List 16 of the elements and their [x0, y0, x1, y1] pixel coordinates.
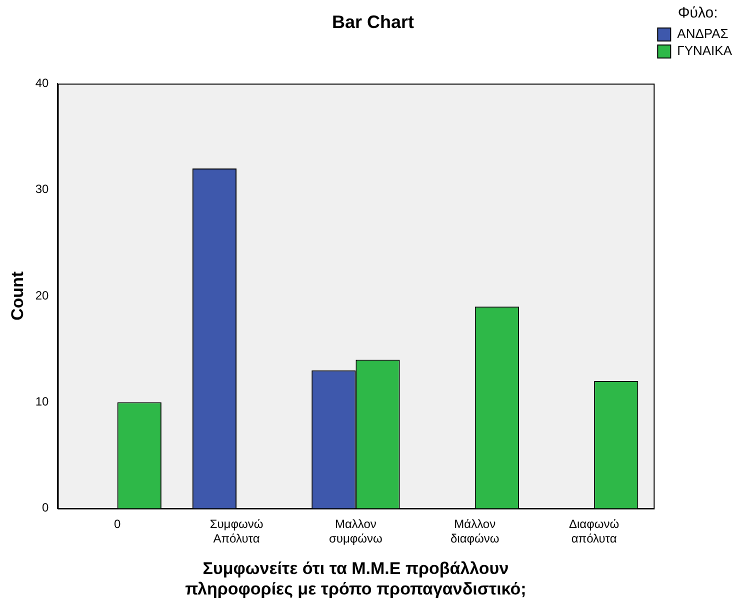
- y-tick-label: 40: [35, 76, 50, 90]
- x-tick-label: Μάλλον διαφώνω: [450, 516, 500, 546]
- x-tick-label: 0: [114, 516, 121, 531]
- legend-label: ΓΥΝΑΙΚΑ: [677, 43, 732, 58]
- x-tick-label: Συμφωνώ Απόλυτα: [210, 516, 264, 546]
- y-tick-label: 0: [42, 500, 50, 515]
- y-tick-label: 30: [35, 182, 50, 196]
- legend-label: ΑΝΔΡΑΣ: [677, 26, 728, 42]
- y-tick-label: 10: [35, 394, 50, 409]
- y-tick-label: 20: [35, 288, 50, 302]
- y-axis-title: Count: [8, 271, 27, 321]
- x-tick-label: Διαφωνώ απόλυτα: [568, 516, 620, 546]
- chart-title: Bar Chart: [332, 12, 414, 32]
- x-axis-title: Συμφωνείτε ότι τα Μ.Μ.Ε προβάλλουν πληροφορίες με τρόπο προπαγανδιστικό;: [185, 559, 526, 598]
- legend-title: Φύλο:: [678, 4, 718, 22]
- x-tick-label: Μαλλον συμφώνω: [329, 516, 382, 546]
